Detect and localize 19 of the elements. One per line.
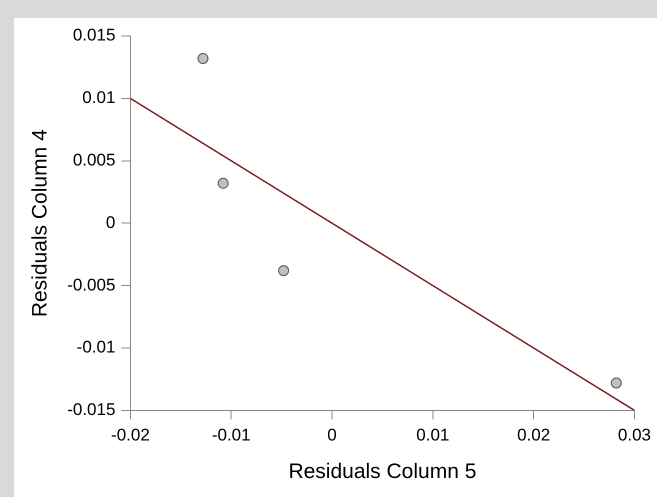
point	[218, 178, 229, 189]
y-tick-label: -0.01	[76, 338, 116, 357]
x-tick-label: -0.01	[212, 425, 251, 444]
point	[610, 377, 622, 388]
x-tick-label: 0.01	[416, 425, 450, 444]
y-tick-label: 0.015	[72, 26, 116, 45]
x-tick-label: 0.03	[618, 425, 652, 444]
x-tick-label: -0.02	[111, 425, 150, 444]
y-tick-label: 0.01	[82, 88, 116, 108]
x-tick-label: 0.02	[517, 425, 550, 444]
y-tick-label: 0	[106, 212, 116, 232]
point	[278, 265, 290, 276]
x-tick-label: 0	[327, 425, 337, 444]
y-tick-label: -0.015	[67, 400, 116, 420]
x-axis-title: Residuals Column 5	[288, 460, 476, 484]
y-tick-label: 0.005	[72, 150, 116, 170]
y-tick-label: -0.005	[67, 275, 116, 294]
y-axis-title: Residuals Column 4	[28, 128, 52, 318]
point	[197, 52, 208, 64]
